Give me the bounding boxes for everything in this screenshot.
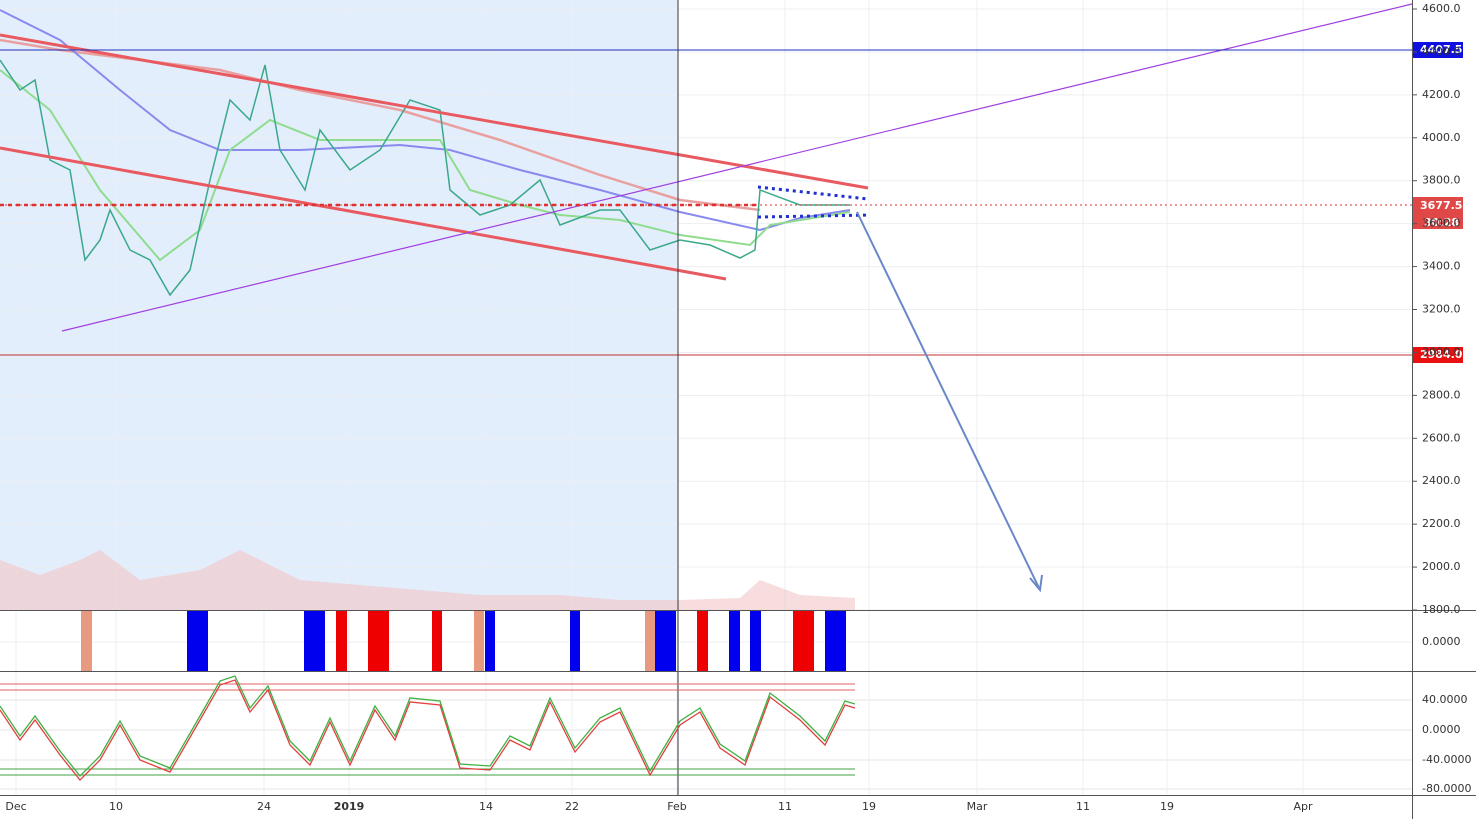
pane2-label: 0.0000 [1422,723,1461,736]
time-label: Apr [1293,800,1313,813]
price-label: 3600.0 [1422,217,1461,230]
time-label: 19 [1160,800,1174,813]
signal-block [336,611,347,671]
triangle-lower [757,213,871,219]
support-badge: 2984.0 [1413,347,1463,363]
ma-slow [0,38,761,212]
price-label: 1800.0 [1422,603,1461,616]
signal-block [570,611,580,671]
last-price-badge: 3677.5 30:28 [1413,197,1463,229]
time-label: 22 [565,800,579,813]
signal-block [825,611,846,671]
pane2-label: 40.0000 [1422,693,1468,706]
price-label: 3400.0 [1422,260,1461,273]
price-label: 4400.0 [1422,45,1461,58]
time-label: 19 [862,800,876,813]
stoch-d [0,675,856,777]
price-label: 2000.0 [1422,560,1461,573]
resistance-badge: 4407.5 [1413,42,1463,58]
badge-text: 3677.5 [1420,199,1462,212]
time-label: Dec [5,800,26,813]
badge-text: 30:28 [1424,216,1459,229]
time-label: 24 [257,800,271,813]
signal-block [697,611,708,671]
price-label: 2600.0 [1422,431,1461,444]
stoch-k [0,679,856,781]
pane1-label: 0.0000 [1422,635,1461,648]
price-label: 3800.0 [1422,174,1461,187]
price-label: 3200.0 [1422,303,1461,316]
signal-block [368,611,389,671]
signal-block [474,611,484,671]
volume [0,550,855,610]
time-label: 11 [1076,800,1090,813]
time-label: Feb [667,800,686,813]
ma-fast [0,69,851,262]
signal-block [485,611,495,671]
trend-line [61,3,1413,332]
time-label: Mar [967,800,988,813]
signal-block [81,611,92,671]
volume-area [0,550,855,610]
signal-blocks [81,611,846,671]
signal-block [729,611,740,671]
price-label: 2200.0 [1422,517,1461,530]
grid [0,0,1412,795]
price-label: 2800.0 [1422,388,1461,401]
signal-block [645,611,655,671]
pane2-label: -80.0000 [1422,782,1471,795]
pane2-label: -40.0000 [1422,753,1471,766]
signal-block [793,611,814,671]
time-label: 11 [778,800,792,813]
channel-upper [0,33,869,190]
signal-block [304,611,325,671]
price-line [0,59,850,297]
price-label: 2400.0 [1422,474,1461,487]
badge-text: 4407.5 [1420,43,1462,56]
time-label: 10 [109,800,123,813]
signal-block [187,611,208,671]
triangle-upper [757,185,869,201]
signal-block [750,611,761,671]
price-label: 3000.0 [1422,345,1461,358]
highlight-region [0,0,678,610]
price-label: 4200.0 [1422,88,1461,101]
ma-mid [0,9,851,232]
projection-arrow [856,211,1041,591]
badge-text: 2984.0 [1420,348,1463,361]
price-label: 4600.0 [1422,2,1461,15]
signal-block [655,611,676,671]
signal-block [432,611,442,671]
channel-lower [0,146,727,281]
time-label: 14 [479,800,493,813]
time-label: 2019 [334,800,365,813]
price-label: 4000.0 [1422,131,1461,144]
arrow-head [1029,574,1043,593]
